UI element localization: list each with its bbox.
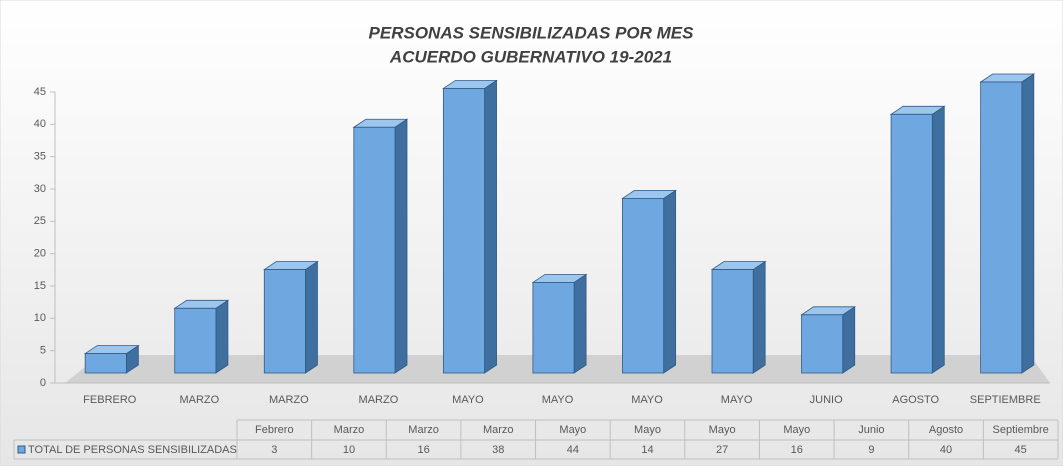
bar-face [890,113,933,374]
y-tick-label: 5 [40,345,46,357]
bar-face [752,260,766,374]
legend-key [17,445,26,454]
x-tick-label: SEPTIEMBRE [970,394,1041,406]
x-tick-label: FEBRERO [83,394,137,406]
bar [83,344,140,374]
bar-face [263,269,306,374]
table-value: 3 [271,444,277,456]
bar-face [842,306,856,374]
chart-subtitle: ACUERDO GUBERNATIVO 19-2021 [389,47,672,66]
y-tick-label: 35 [34,151,46,163]
table-header: Marzo [483,424,514,436]
x-tick-label: MARZO [359,394,399,406]
x-tick-label: MAYO [452,394,484,406]
chart-title: PERSONAS SENSIBILIZADAS POR MES [369,23,695,42]
bar-face [663,189,677,374]
bar-face [801,314,844,374]
x-tick-label: MAYO [542,394,574,406]
table-header: Mayo [559,424,586,436]
bar-face [931,105,945,374]
y-tick-label: 0 [40,377,46,389]
y-tick-label: 45 [34,86,46,98]
table-value: 16 [791,444,803,456]
bar [262,260,319,374]
table-value: 40 [940,444,952,456]
bar [889,105,946,374]
x-tick-label: MAYO [721,394,753,406]
y-tick-label: 20 [34,248,46,260]
table-value: 27 [716,444,728,456]
y-tick-label: 25 [34,215,46,227]
table-value: 16 [417,444,429,456]
bar [173,299,230,374]
bar [352,118,409,374]
bar-face [394,118,408,374]
x-tick-label: MARZO [269,394,309,406]
table-header: Septiembre [993,424,1049,436]
table-value: 44 [567,444,579,456]
x-tick-label: MARZO [179,394,219,406]
bar-face [1021,73,1035,374]
table-value: 14 [641,444,653,456]
bar [531,273,588,374]
bar [621,189,677,374]
table-header: Mayo [783,424,810,436]
bar-face [484,79,497,374]
bar [442,79,498,374]
x-tick-label: MAYO [631,394,663,406]
table-value: 45 [1015,444,1027,456]
bar [979,73,1036,374]
y-tick-label: 15 [34,280,46,292]
table-header: Febrero [255,424,294,436]
table-value: 38 [492,444,504,456]
table-header: Mayo [634,424,661,436]
table-header: Junio [858,424,884,436]
table-value: 10 [343,444,355,456]
x-tick-label: JUNIO [810,394,843,406]
bar-face [215,299,229,374]
bar-face [174,307,217,374]
bar-face [353,126,396,374]
bar-face [84,353,127,374]
table-header: Marzo [334,424,365,436]
bar-face [980,81,1023,374]
legend-label: TOTAL DE PERSONAS SENSIBILIZADAS [28,444,237,456]
bar-face [305,260,318,374]
bar-face [532,282,575,374]
table-value: 9 [868,444,874,456]
bar [710,260,767,374]
bar-face [622,197,665,374]
bar-face [573,273,587,374]
table-header: Mayo [709,424,736,436]
table-header: Agosto [929,424,963,436]
x-tick-label: AGOSTO [892,394,939,406]
y-tick-label: 40 [34,118,46,130]
bar [800,306,857,374]
y-tick-label: 30 [34,183,46,195]
y-tick-label: 10 [34,312,46,324]
bar-face [442,88,485,374]
table-header: Marzo [408,424,439,436]
bar-face [711,269,754,374]
